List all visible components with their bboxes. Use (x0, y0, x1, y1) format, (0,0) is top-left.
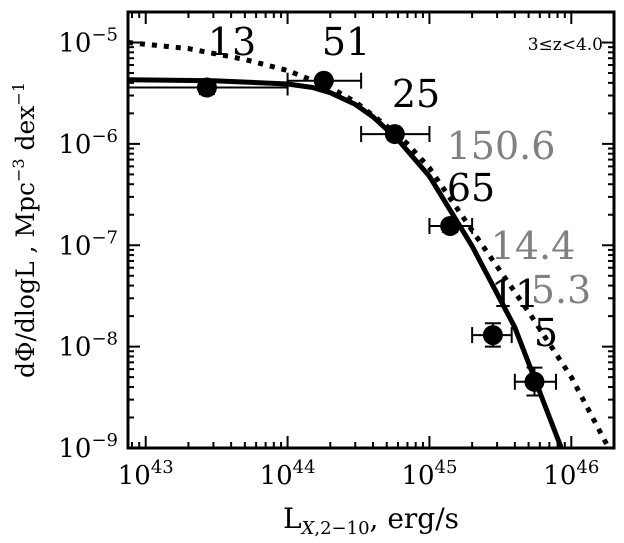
count-label: 51 (322, 20, 370, 64)
model-curve-dotted (127, 40, 610, 448)
grey-label: 5.3 (531, 268, 591, 312)
data-point (524, 371, 545, 392)
redshift-annotation: 3≤z<4.0 (528, 35, 603, 55)
x-tick-label: 1046 (543, 457, 599, 491)
plot-frame (126, 10, 616, 450)
count-label: 5 (534, 311, 558, 355)
y-tick-label: 10−7 (58, 227, 118, 261)
data-point (313, 70, 334, 91)
count-label: 11 (491, 272, 539, 316)
grey-label: 14.4 (491, 224, 576, 268)
data-point (440, 215, 461, 236)
count-label: 65 (447, 166, 495, 210)
model-curves (127, 40, 610, 449)
data-point (482, 325, 503, 346)
grey-label: 150.6 (447, 124, 556, 168)
y-axis-label: dΦ/dlogL , Mpc−3 dex−1 (9, 82, 40, 378)
x-axis-label: LX,2−10, erg/s (283, 502, 459, 539)
data-point (384, 124, 405, 145)
count-label: 25 (392, 72, 440, 116)
x-tick-label: 1043 (118, 457, 174, 491)
y-tick-label: 10−5 (58, 25, 118, 59)
y-tick-label: 10−9 (58, 430, 118, 464)
data-markers (196, 70, 545, 392)
model-curve-solid (127, 77, 564, 449)
x-tick-label: 1044 (260, 457, 316, 491)
x-tick-label: 1045 (401, 457, 457, 491)
count-label: 13 (208, 20, 256, 64)
data-point (196, 77, 217, 98)
y-tick-label: 10−6 (58, 126, 118, 160)
count-labels: 13 51 25 65 115 (208, 20, 558, 355)
y-tick-label: 10−8 (58, 329, 118, 363)
tick-labels: 1043 1044 1045 1046 10−9 10−8 10−7 10−6 10−5 (58, 25, 599, 491)
grey-labels: 150.6 14.45.3 (447, 124, 592, 312)
